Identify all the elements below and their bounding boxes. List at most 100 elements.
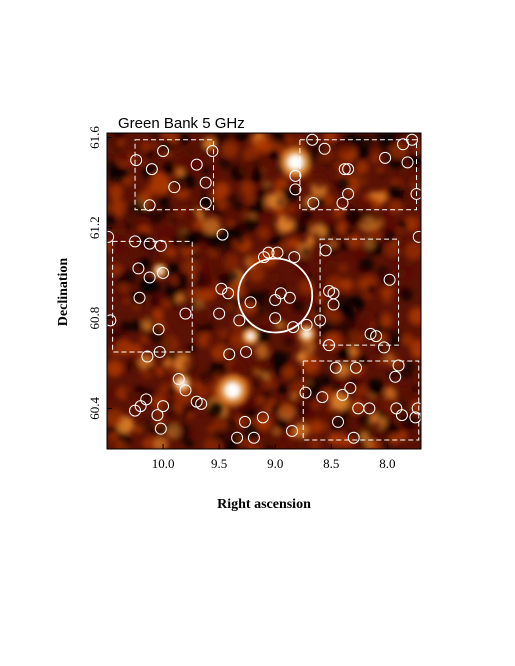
noise-blob: [123, 240, 131, 248]
noise-blob: [356, 411, 372, 427]
noise-blob: [377, 167, 384, 174]
noise-blob: [309, 246, 322, 258]
noise-blob: [403, 292, 413, 302]
noise-blob: [386, 184, 403, 201]
source-marker: [258, 251, 270, 264]
source-marker: [157, 400, 170, 413]
noise-blob: [277, 313, 287, 324]
source-marker: [289, 183, 302, 196]
noise-blob: [404, 242, 421, 260]
source-marker: [307, 196, 320, 209]
y-tick-label: 60.4: [87, 396, 102, 419]
noise-blob: [179, 188, 190, 199]
source-marker: [377, 341, 390, 354]
noise-blob: [254, 344, 269, 358]
source-marker: [347, 431, 360, 444]
source-marker: [329, 361, 342, 374]
noise-blob: [345, 412, 358, 424]
noise-blob: [141, 141, 151, 152]
noise-blob: [384, 352, 395, 363]
noise-blob: [301, 355, 320, 374]
source-marker: [288, 251, 301, 264]
noise-blob: [120, 321, 132, 333]
noise-blob: [201, 240, 211, 250]
noise-blob: [115, 272, 129, 286]
noise-blob: [355, 353, 368, 367]
noise-blob: [328, 240, 338, 249]
noise-blob: [300, 247, 311, 257]
source-marker: [323, 285, 336, 297]
noise-blob: [289, 314, 305, 329]
noise-blob: [296, 352, 307, 362]
noise-blob: [359, 431, 369, 441]
noise-blob: [322, 388, 333, 399]
noise-blob: [165, 281, 176, 293]
noise-blob: [167, 248, 177, 258]
noise-blob: [107, 139, 121, 155]
source-marker: [215, 282, 228, 295]
noise-blob: [335, 176, 351, 192]
noise-blob: [340, 278, 354, 292]
source-marker: [129, 404, 142, 417]
source-marker: [145, 163, 158, 176]
noise-blob: [293, 422, 309, 438]
noise-blob: [130, 319, 143, 332]
noise-blob: [212, 133, 230, 145]
noise-blob: [202, 288, 215, 302]
noise-blob: [267, 398, 276, 408]
noise-blob: [243, 217, 259, 232]
noise-blob: [366, 378, 384, 396]
source-marker: [152, 323, 165, 336]
noise-blob: [384, 396, 394, 406]
noise-blob: [137, 256, 151, 270]
noise-blob: [152, 253, 166, 268]
noise-blob: [381, 285, 395, 299]
noise-blob: [263, 433, 275, 446]
source-marker: [349, 361, 362, 374]
noise-blob: [311, 232, 321, 242]
noise-blob: [140, 418, 154, 433]
noise-blob: [388, 200, 403, 214]
noise-blob: [229, 360, 247, 378]
noise-blob: [372, 198, 381, 207]
noise-blob: [107, 438, 118, 449]
noise-blob: [156, 368, 164, 376]
noise-blob: [286, 237, 298, 250]
source-marker: [314, 314, 327, 327]
noise-blob: [151, 179, 168, 196]
noise-blob: [263, 180, 272, 189]
source-marker: [338, 163, 351, 176]
noise-blob: [203, 137, 216, 150]
source-marker: [157, 145, 170, 158]
noise-blob: [302, 344, 309, 352]
noise-blob: [161, 162, 176, 177]
noise-blob: [202, 211, 209, 219]
source-marker: [141, 350, 154, 363]
noise-blob: [257, 188, 266, 196]
noise-blob: [182, 358, 197, 373]
noise-blob: [195, 384, 210, 399]
noise-blob: [380, 133, 395, 146]
source-marker: [143, 271, 156, 284]
source-marker: [323, 339, 336, 352]
noise-blob: [129, 225, 139, 235]
noise-blob: [372, 420, 382, 431]
plot-area: [107, 133, 421, 449]
source-marker: [327, 298, 340, 311]
source-marker: [172, 373, 185, 386]
source-marker: [216, 228, 229, 241]
noise-blob: [398, 220, 408, 230]
source-marker: [287, 321, 300, 334]
noise-blob: [341, 253, 351, 262]
noise-blob: [202, 198, 213, 208]
noise-blob: [318, 408, 334, 425]
noise-blob: [395, 173, 409, 187]
noise-blob: [286, 136, 294, 144]
noise-blob: [236, 331, 244, 339]
noise-blob: [108, 237, 127, 255]
noise-blob: [167, 263, 178, 274]
noise-blob: [248, 200, 265, 216]
noise-blob: [390, 336, 401, 348]
noise-blob: [303, 172, 314, 183]
source-marker: [231, 431, 244, 444]
